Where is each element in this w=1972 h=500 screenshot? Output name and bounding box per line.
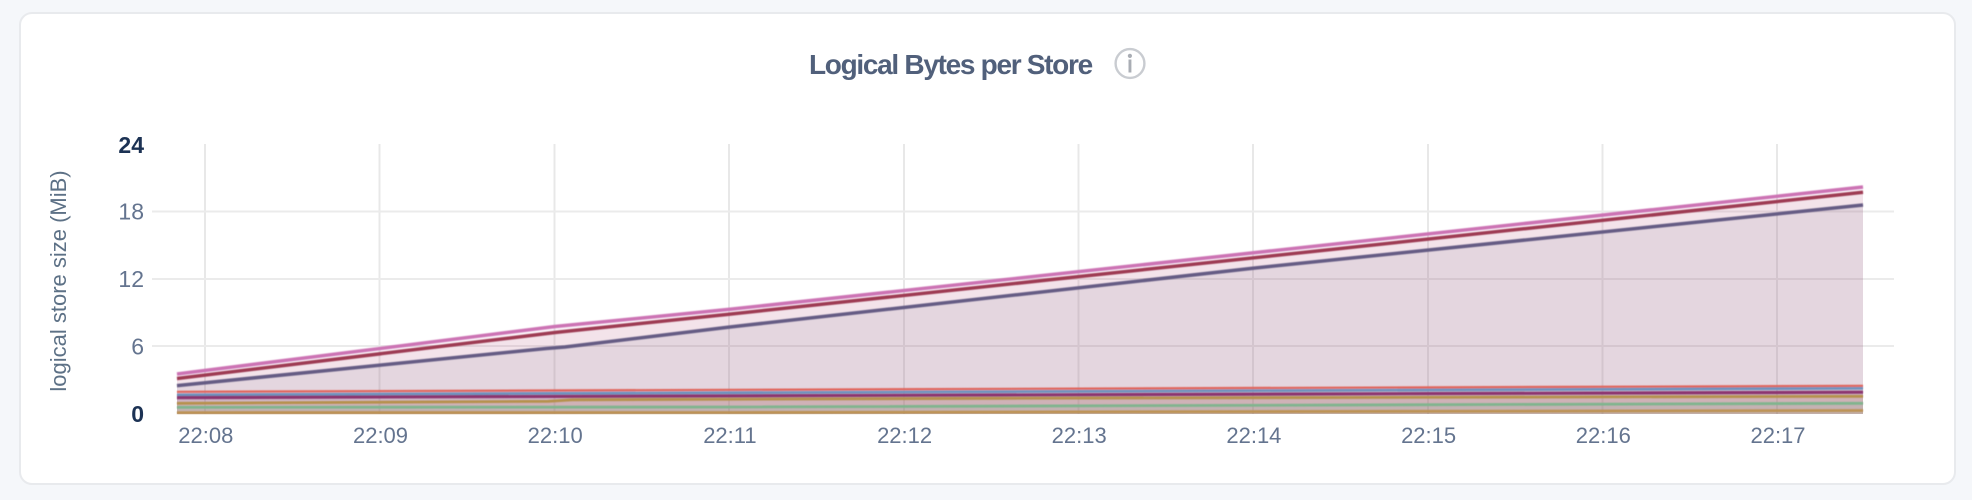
svg-text:6: 6	[131, 334, 144, 360]
svg-text:0: 0	[131, 401, 144, 427]
svg-text:22:17: 22:17	[1750, 423, 1805, 448]
svg-text:22:12: 22:12	[877, 423, 932, 448]
svg-text:22:16: 22:16	[1576, 423, 1631, 448]
svg-text:22:13: 22:13	[1052, 423, 1107, 448]
svg-text:Logical Bytes per Store: Logical Bytes per Store	[809, 49, 1093, 80]
svg-text:22:11: 22:11	[703, 423, 756, 448]
svg-text:22:09: 22:09	[353, 423, 408, 448]
svg-text:22:14: 22:14	[1226, 423, 1281, 448]
svg-text:logical store size (MiB): logical store size (MiB)	[46, 170, 71, 391]
svg-text:22:10: 22:10	[528, 423, 583, 448]
svg-text:22:15: 22:15	[1401, 423, 1456, 448]
svg-text:24: 24	[118, 132, 144, 158]
svg-text:18: 18	[118, 199, 144, 225]
svg-text:12: 12	[118, 266, 144, 292]
svg-text:22:08: 22:08	[178, 423, 233, 448]
